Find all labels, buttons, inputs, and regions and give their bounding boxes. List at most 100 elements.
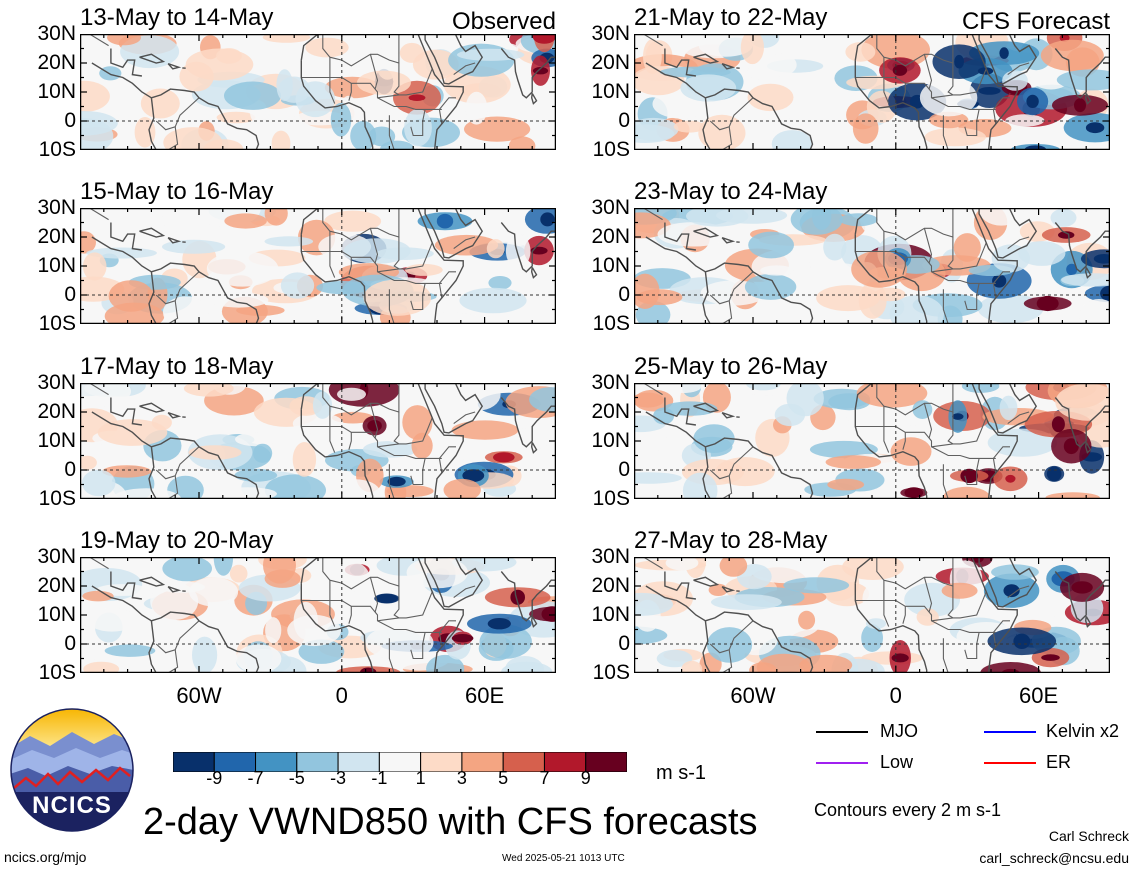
map-area — [80, 557, 556, 673]
wind-anomaly-blob — [856, 383, 928, 408]
lat-label: 30N — [37, 22, 76, 45]
wind-anomaly-blob — [235, 644, 282, 673]
map-outline — [417, 383, 464, 499]
map-outline — [664, 48, 697, 77]
map-outline — [530, 93, 538, 105]
wind-anomaly-blob — [845, 42, 876, 62]
map-outline — [300, 409, 374, 499]
map-outline — [148, 97, 157, 150]
map-outline — [151, 611, 260, 673]
wind-anomaly-core — [978, 87, 1001, 95]
colorbar-tick-label: 3 — [456, 768, 467, 788]
map-panel-left-2: 15-May to 16-May — [80, 178, 556, 324]
wind-anomaly-blob — [961, 383, 1000, 393]
map-outline — [1054, 397, 1110, 448]
map-outline — [721, 411, 736, 419]
wind-anomaly-blob — [262, 34, 311, 43]
wind-anomaly-blob — [1040, 39, 1104, 72]
map-outline — [1007, 236, 1030, 250]
map-outline — [1054, 571, 1110, 622]
map-outline — [942, 289, 949, 324]
lat-label: 0 — [64, 632, 76, 655]
map-outline — [148, 620, 157, 673]
wind-anomaly-blob — [86, 608, 137, 632]
vwnd-map — [634, 383, 1110, 499]
wind-anomaly-blob — [140, 88, 180, 119]
map-outline — [992, 620, 1010, 647]
wind-anomaly-blob — [264, 208, 288, 226]
map-outline — [500, 222, 556, 273]
wind-anomaly-blob — [673, 120, 705, 133]
wind-anomaly-blob — [416, 312, 485, 324]
wind-anomaly-blob — [234, 468, 278, 482]
wind-anomaly-core — [1051, 416, 1065, 433]
map-outline — [91, 585, 152, 622]
panel-date-range: 25-May to 26-May — [634, 353, 828, 380]
wind-anomaly-blob — [82, 252, 107, 281]
lat-label: 0 — [618, 458, 630, 481]
lat-label: 10S — [592, 312, 630, 335]
wind-anomaly-blob — [634, 592, 673, 616]
map-outline — [721, 126, 733, 150]
map-outline — [947, 586, 987, 619]
wind-anomaly-blob — [643, 39, 662, 74]
legend-line-low — [816, 762, 868, 764]
wind-anomaly-blob — [665, 383, 702, 394]
panel-date-range: 27-May to 28-May — [634, 527, 828, 554]
figure-title: 2-day VWND850 with CFS forecasts — [143, 801, 758, 843]
wind-anomaly-blob — [919, 78, 978, 117]
map-outline — [645, 236, 706, 273]
wind-anomaly-blob — [465, 91, 488, 125]
wind-anomaly-blob — [663, 401, 718, 416]
legend-label-er: ER — [1046, 752, 1072, 772]
wind-anomaly-blob — [746, 383, 781, 391]
legend-line-er — [984, 762, 1036, 764]
wind-anomaly-blob — [134, 117, 156, 148]
lon-label: 60W — [730, 683, 776, 708]
wind-anomaly-blob — [825, 455, 881, 469]
map-outline — [883, 57, 890, 104]
wind-anomaly-blob — [455, 383, 501, 411]
map-outline — [369, 577, 379, 613]
colorbar — [172, 751, 628, 777]
wind-anomaly-blob — [411, 432, 433, 459]
map-outline — [721, 585, 736, 593]
map-panel-right-4: 27-May to 28-May — [634, 527, 1110, 673]
map-area — [634, 34, 1110, 150]
map-outline — [89, 557, 109, 570]
map-panel-right-2: 23-May to 24-May — [634, 178, 1110, 324]
map-outline — [854, 383, 873, 410]
map-outline — [964, 283, 980, 311]
wind-anomaly-blob — [203, 139, 244, 150]
wind-anomaly-core — [892, 64, 908, 76]
colorbar-tick-label: -1 — [371, 768, 388, 788]
author-email[interactable]: carl_schreck@ncsu.edu — [979, 850, 1129, 866]
map-outline — [139, 576, 166, 587]
lat-label: 10N — [37, 429, 76, 452]
wind-anomaly-blob — [209, 292, 269, 308]
wind-anomaly-core — [462, 469, 485, 482]
map-outline — [377, 617, 399, 622]
wind-anomaly-blob — [861, 624, 883, 652]
map-outline — [721, 236, 736, 244]
wind-anomaly-blob — [681, 660, 703, 673]
wind-anomaly-core — [1041, 654, 1060, 661]
map-outline — [110, 48, 143, 77]
wind-anomaly-core — [891, 653, 909, 663]
wind-anomaly-blob — [999, 395, 1018, 420]
wind-anomaly-blob — [104, 644, 156, 657]
map-outline — [854, 234, 928, 324]
wind-anomaly-blob — [82, 590, 114, 602]
map-outline — [348, 606, 352, 624]
wind-anomaly-blob — [719, 557, 748, 577]
site-link[interactable]: ncics.org/mjo — [4, 849, 87, 865]
wind-anomaly-blob — [924, 127, 986, 147]
wind-anomaly-blob — [120, 257, 150, 281]
wind-anomaly-blob — [305, 37, 349, 58]
lon-label: 0 — [889, 683, 902, 708]
map-outline — [110, 222, 143, 251]
map-outline — [369, 54, 379, 90]
map-panel-left-1: 13-May to 14-May Observed — [80, 4, 556, 150]
wind-anomaly-blob — [505, 234, 531, 268]
wind-anomaly-blob — [80, 455, 97, 470]
